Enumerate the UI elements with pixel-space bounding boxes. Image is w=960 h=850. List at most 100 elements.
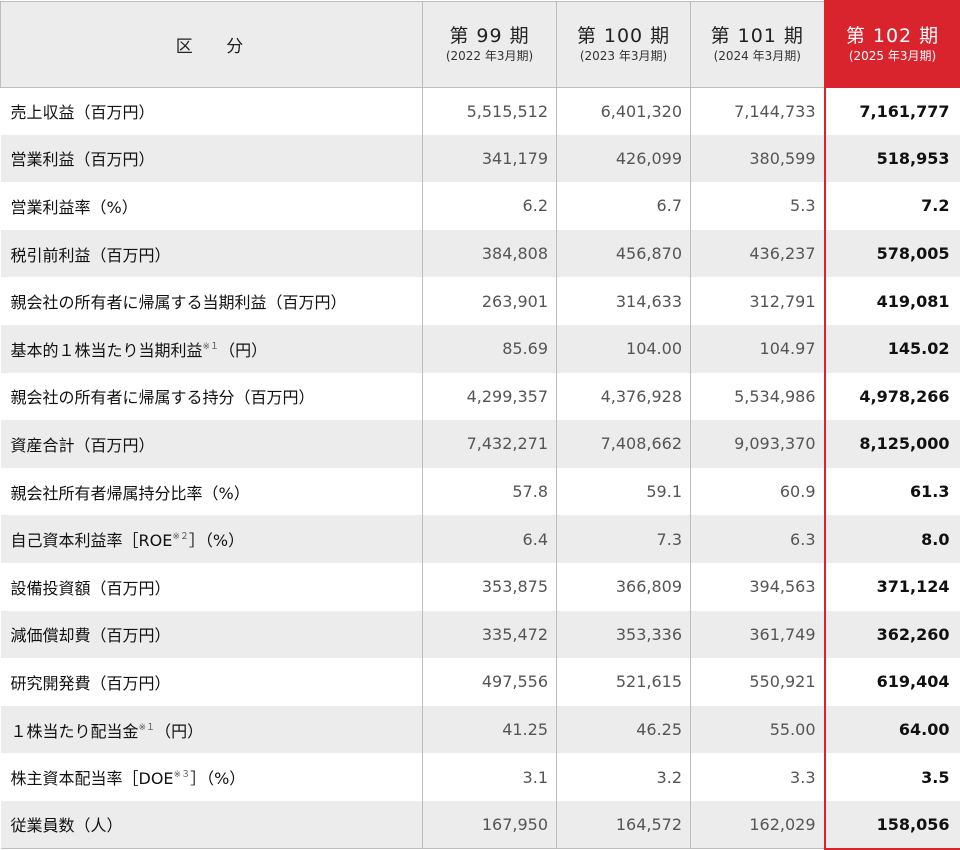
period-fiscal-year: (2025 年3月期)	[826, 48, 960, 64]
value-cell: 60.9	[691, 468, 825, 516]
value-cell: 550,921	[691, 658, 825, 706]
value-cell-latest: 578,005	[825, 230, 960, 278]
value-cell: 5.3	[691, 182, 825, 230]
row-label: 従業員数（人）	[1, 801, 423, 849]
value-cell: 85.69	[423, 325, 557, 373]
row-label: １株当たり配当金※１（円）	[1, 706, 423, 754]
value-cell: 4,299,357	[423, 373, 557, 421]
value-cell: 497,556	[423, 658, 557, 706]
value-cell: 7,144,733	[691, 87, 825, 135]
value-cell-latest: 8.0	[825, 515, 960, 563]
value-cell: 384,808	[423, 230, 557, 278]
value-cell: 59.1	[557, 468, 691, 516]
footnote-mark: ※１	[203, 342, 220, 352]
period-fiscal-year: (2022 年3月期)	[423, 48, 556, 64]
value-cell: 521,615	[557, 658, 691, 706]
value-cell-latest: 3.5	[825, 753, 960, 801]
period-term: 第 100 期	[557, 24, 690, 48]
value-cell: 3.3	[691, 753, 825, 801]
period-term: 第 99 期	[423, 24, 556, 48]
row-label-text: 研究開発費（百万円）	[11, 674, 171, 693]
value-cell: 456,870	[557, 230, 691, 278]
footnote-mark: ※２	[172, 532, 189, 542]
value-cell: 55.00	[691, 706, 825, 754]
header-category: 区 分	[1, 1, 423, 87]
value-cell: 436,237	[691, 230, 825, 278]
row-label: 設備投資額（百万円）	[1, 563, 423, 611]
value-cell-latest: 619,404	[825, 658, 960, 706]
value-cell: 164,572	[557, 801, 691, 849]
row-label: 基本的１株当たり当期利益※１（円）	[1, 325, 423, 373]
row-label-text: 自己資本利益率［ROE	[11, 531, 173, 550]
row-label-text: 売上収益（百万円）	[11, 103, 155, 122]
row-label-suffix: （円）	[219, 341, 267, 360]
value-cell: 5,515,512	[423, 87, 557, 135]
period-fiscal-year: (2024 年3月期)	[691, 48, 824, 64]
row-label: 自己資本利益率［ROE※２］（%）	[1, 515, 423, 563]
value-cell-latest: 64.00	[825, 706, 960, 754]
value-cell: 57.8	[423, 468, 557, 516]
row-label-text: 営業利益率（%）	[11, 198, 138, 217]
value-cell: 380,599	[691, 135, 825, 183]
value-cell: 3.2	[557, 753, 691, 801]
row-label-text: 株主資本配当率［DOE	[11, 769, 174, 788]
value-cell: 46.25	[557, 706, 691, 754]
value-cell: 7.3	[557, 515, 691, 563]
row-label-text: 税引前利益（百万円）	[11, 246, 171, 265]
row-label-suffix: ］（%）	[190, 769, 245, 788]
value-cell-latest: 362,260	[825, 611, 960, 659]
value-cell: 6.7	[557, 182, 691, 230]
row-label: 研究開発費（百万円）	[1, 658, 423, 706]
row-label: 親会社の所有者に帰属する当期利益（百万円）	[1, 277, 423, 325]
value-cell: 104.97	[691, 325, 825, 373]
value-cell-latest: 7,161,777	[825, 87, 960, 135]
row-label-text: 営業利益（百万円）	[11, 150, 155, 169]
value-cell: 9,093,370	[691, 420, 825, 468]
row-label: 親会社の所有者に帰属する持分（百万円）	[1, 373, 423, 421]
category-label: 区 分	[166, 37, 257, 57]
value-cell: 162,029	[691, 801, 825, 849]
row-label: 減価償却費（百万円）	[1, 611, 423, 659]
value-cell: 6.3	[691, 515, 825, 563]
row-label: 親会社所有者帰属持分比率（%）	[1, 468, 423, 516]
row-label-suffix: ］（%）	[189, 531, 244, 550]
value-cell: 341,179	[423, 135, 557, 183]
row-label: 税引前利益（百万円）	[1, 230, 423, 278]
value-cell-latest: 8,125,000	[825, 420, 960, 468]
row-label: 営業利益（百万円）	[1, 135, 423, 183]
header-period-99: 第 99 期 (2022 年3月期)	[423, 1, 557, 87]
value-cell: 6.4	[423, 515, 557, 563]
value-cell-latest: 4,978,266	[825, 373, 960, 421]
value-cell: 312,791	[691, 277, 825, 325]
row-label: 資産合計（百万円）	[1, 420, 423, 468]
value-cell: 314,633	[557, 277, 691, 325]
value-cell-latest: 419,081	[825, 277, 960, 325]
row-label-text: 資産合計（百万円）	[11, 436, 155, 455]
period-term: 第 101 期	[691, 24, 824, 48]
value-cell: 104.00	[557, 325, 691, 373]
value-cell: 6.2	[423, 182, 557, 230]
row-label-text: 親会社の所有者に帰属する当期利益（百万円）	[11, 293, 347, 312]
value-cell-latest: 371,124	[825, 563, 960, 611]
value-cell: 361,749	[691, 611, 825, 659]
value-cell: 41.25	[423, 706, 557, 754]
value-cell-latest: 7.2	[825, 182, 960, 230]
header-period-101: 第 101 期 (2024 年3月期)	[691, 1, 825, 87]
header-row: 区 分 第 99 期 (2022 年3月期) 第 100 期 (2023 年3月…	[1, 1, 960, 87]
value-cell: 7,408,662	[557, 420, 691, 468]
row-label: 営業利益率（%）	[1, 182, 423, 230]
value-cell: 335,472	[423, 611, 557, 659]
value-cell: 3.1	[423, 753, 557, 801]
row-label: 株主資本配当率［DOE※３］（%）	[1, 753, 423, 801]
